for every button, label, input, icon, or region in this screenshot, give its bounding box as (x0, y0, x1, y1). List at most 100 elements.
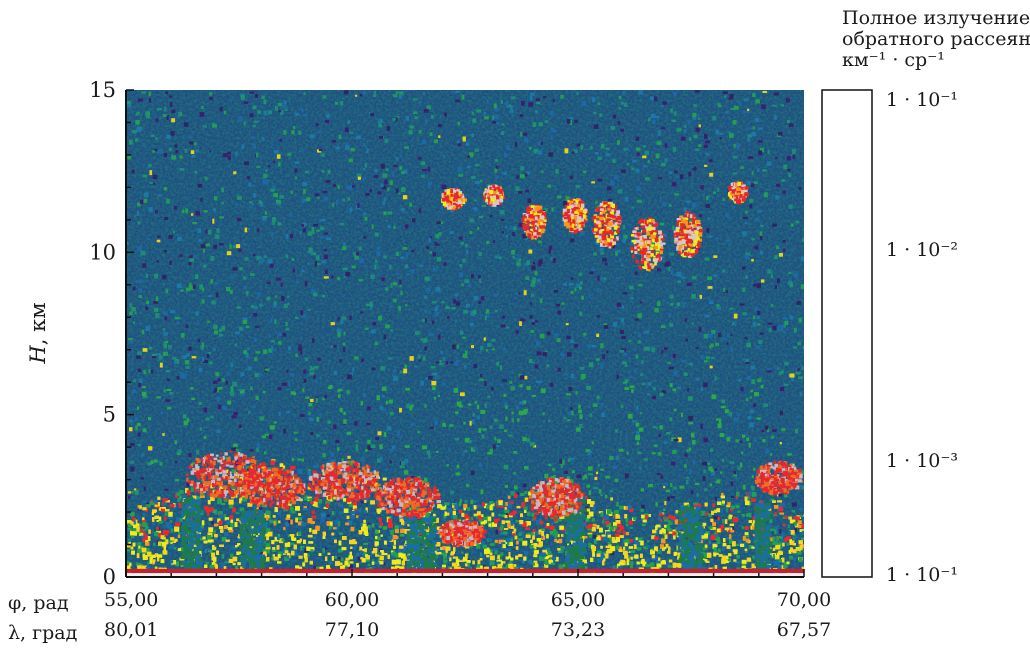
speckle (137, 443, 141, 446)
speckle (463, 309, 469, 314)
speckle (642, 145, 646, 148)
speckle (519, 401, 524, 405)
speckle (662, 101, 667, 105)
speckle (660, 474, 663, 479)
speckle (389, 460, 392, 464)
speckle (551, 522, 554, 526)
speckle (138, 383, 142, 387)
speckle (522, 410, 528, 415)
speckle (306, 197, 311, 202)
speckle (603, 325, 609, 329)
speckle (432, 252, 436, 257)
speckle (316, 263, 321, 266)
speckle (493, 240, 496, 244)
speckle (253, 306, 259, 310)
speckle (794, 527, 797, 533)
speckle (729, 93, 734, 99)
speckle (476, 109, 482, 113)
speckle (324, 269, 328, 274)
speckle (364, 216, 368, 221)
speckle (632, 420, 637, 423)
speckle (347, 374, 352, 380)
speckle (756, 210, 762, 213)
speckle (455, 319, 458, 323)
speckle (525, 276, 530, 280)
speckle (227, 495, 231, 500)
speckle (760, 224, 764, 228)
speckle (650, 113, 656, 119)
speckle (752, 126, 755, 130)
speckle (292, 268, 295, 273)
speckle (803, 228, 804, 232)
speckle (494, 309, 498, 313)
speckle (716, 304, 720, 307)
speckle (337, 557, 343, 560)
speckle (424, 477, 428, 482)
speckle (708, 333, 713, 338)
speckle (641, 504, 645, 510)
speckle (387, 187, 390, 192)
speckle (345, 146, 350, 149)
speckle (128, 139, 133, 145)
speckle (528, 249, 533, 254)
speckle (268, 110, 273, 115)
speckle (709, 345, 712, 349)
speckle (788, 271, 792, 274)
speckle (511, 411, 514, 415)
speckle (691, 205, 695, 209)
speckle (751, 259, 754, 262)
speckle (323, 249, 328, 252)
speckle (383, 334, 386, 340)
speckle (342, 267, 348, 271)
speckle (650, 96, 654, 101)
speckle (531, 394, 536, 397)
speckle (673, 371, 677, 376)
speckle (156, 353, 161, 356)
speckle (255, 93, 258, 98)
speckle (224, 540, 228, 544)
speckle (239, 267, 243, 271)
speckle (546, 331, 551, 336)
speckle (709, 448, 714, 452)
speckle (480, 373, 483, 377)
speckle (637, 451, 642, 455)
speckle (714, 537, 717, 541)
speckle (163, 187, 168, 191)
speckle (531, 322, 535, 325)
speckle (243, 243, 248, 246)
speckle (429, 251, 432, 255)
speckle (426, 246, 430, 249)
speckle (759, 236, 763, 240)
speckle (651, 452, 656, 455)
speckle (256, 447, 260, 452)
speckle (156, 260, 159, 263)
speckle (770, 304, 774, 308)
speckle (200, 198, 203, 202)
speckle (312, 231, 315, 234)
speckle (376, 251, 381, 257)
speckle (654, 115, 660, 119)
speckle (259, 257, 265, 263)
speckle (560, 548, 565, 553)
speckle (213, 389, 217, 393)
speckle (496, 557, 499, 563)
speckle (607, 186, 612, 191)
speckle (401, 171, 405, 174)
speckle (316, 416, 320, 422)
speckle (584, 506, 589, 509)
speckle (690, 490, 694, 495)
speckle (422, 445, 427, 450)
speckle (215, 387, 218, 392)
speckle (622, 238, 626, 243)
speckle (212, 348, 216, 351)
speckle (484, 403, 487, 408)
speckle (232, 267, 238, 271)
speckle (639, 412, 642, 415)
speckle (613, 114, 617, 119)
speckle (252, 124, 256, 128)
speckle (162, 433, 165, 436)
speckle (721, 399, 726, 404)
speckle (554, 333, 559, 337)
speckle (127, 495, 130, 499)
speckle (714, 550, 718, 554)
